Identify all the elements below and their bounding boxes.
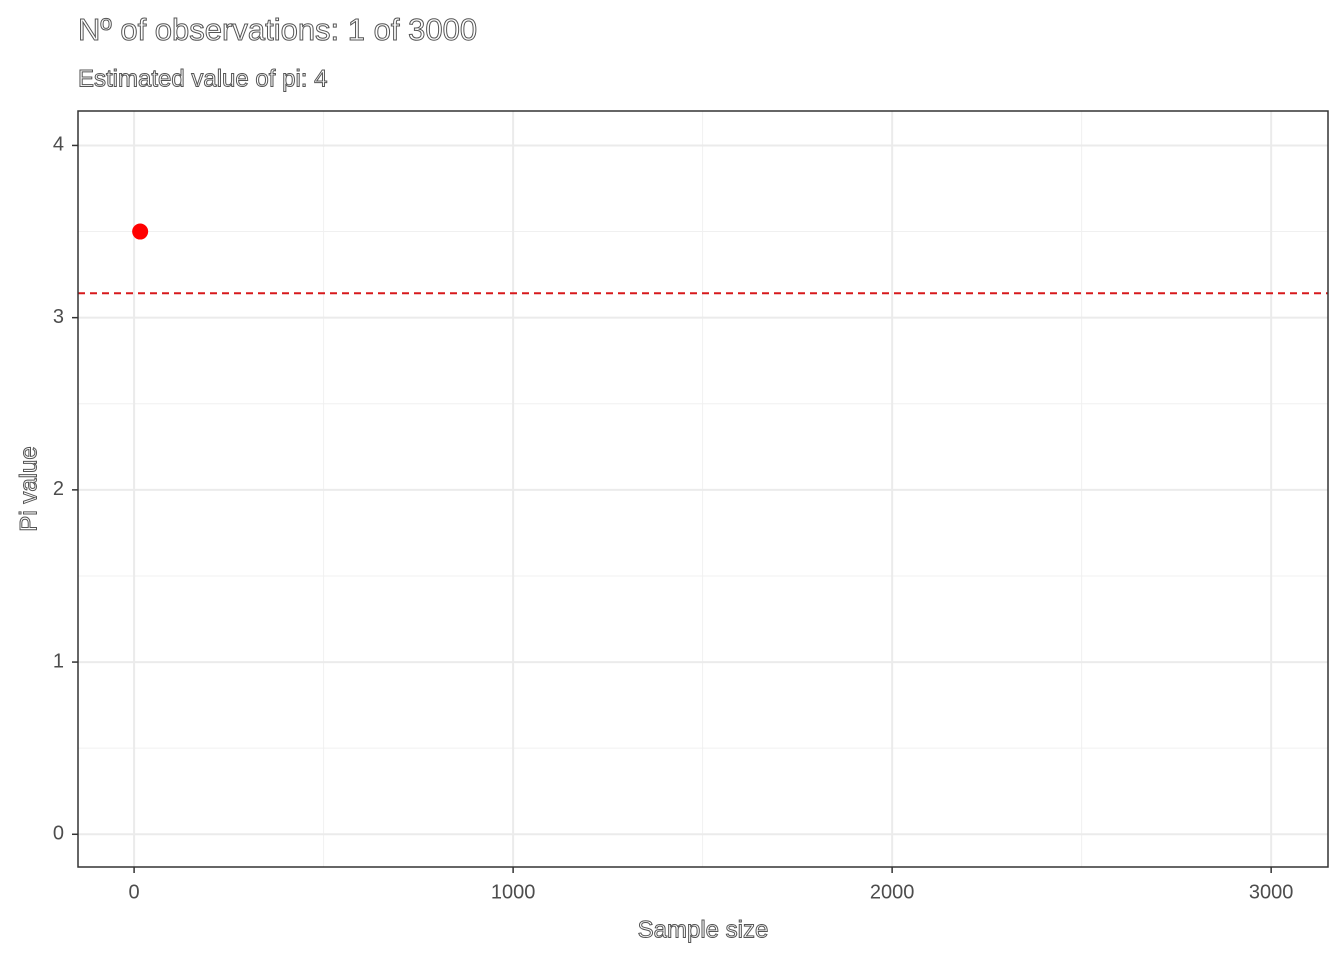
y-tick-label: 1: [53, 650, 64, 672]
y-tick-label: 4: [53, 134, 64, 156]
y-tick-label: 3: [53, 306, 64, 328]
y-axis-title: Pi value: [15, 446, 42, 531]
x-tick-label: 2000: [870, 881, 915, 903]
x-tick-label: 3000: [1249, 881, 1294, 903]
x-tick-label: 1000: [491, 881, 536, 903]
panel-border: [77, 110, 1329, 868]
x-tick-label: 0: [129, 881, 140, 903]
point: [132, 223, 149, 240]
y-tick-label: 2: [53, 478, 64, 500]
chart-title: Nº of observations: 1 of 3000: [78, 12, 477, 47]
chart-subtitle: Estimated value of pi: 4: [78, 65, 327, 92]
y-tick-label: 0: [53, 823, 64, 845]
x-axis-title: Sample size: [638, 916, 769, 943]
